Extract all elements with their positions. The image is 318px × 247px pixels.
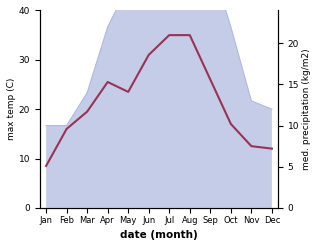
- Y-axis label: max temp (C): max temp (C): [7, 78, 16, 140]
- Y-axis label: med. precipitation (kg/m2): med. precipitation (kg/m2): [302, 48, 311, 170]
- X-axis label: date (month): date (month): [120, 230, 198, 240]
